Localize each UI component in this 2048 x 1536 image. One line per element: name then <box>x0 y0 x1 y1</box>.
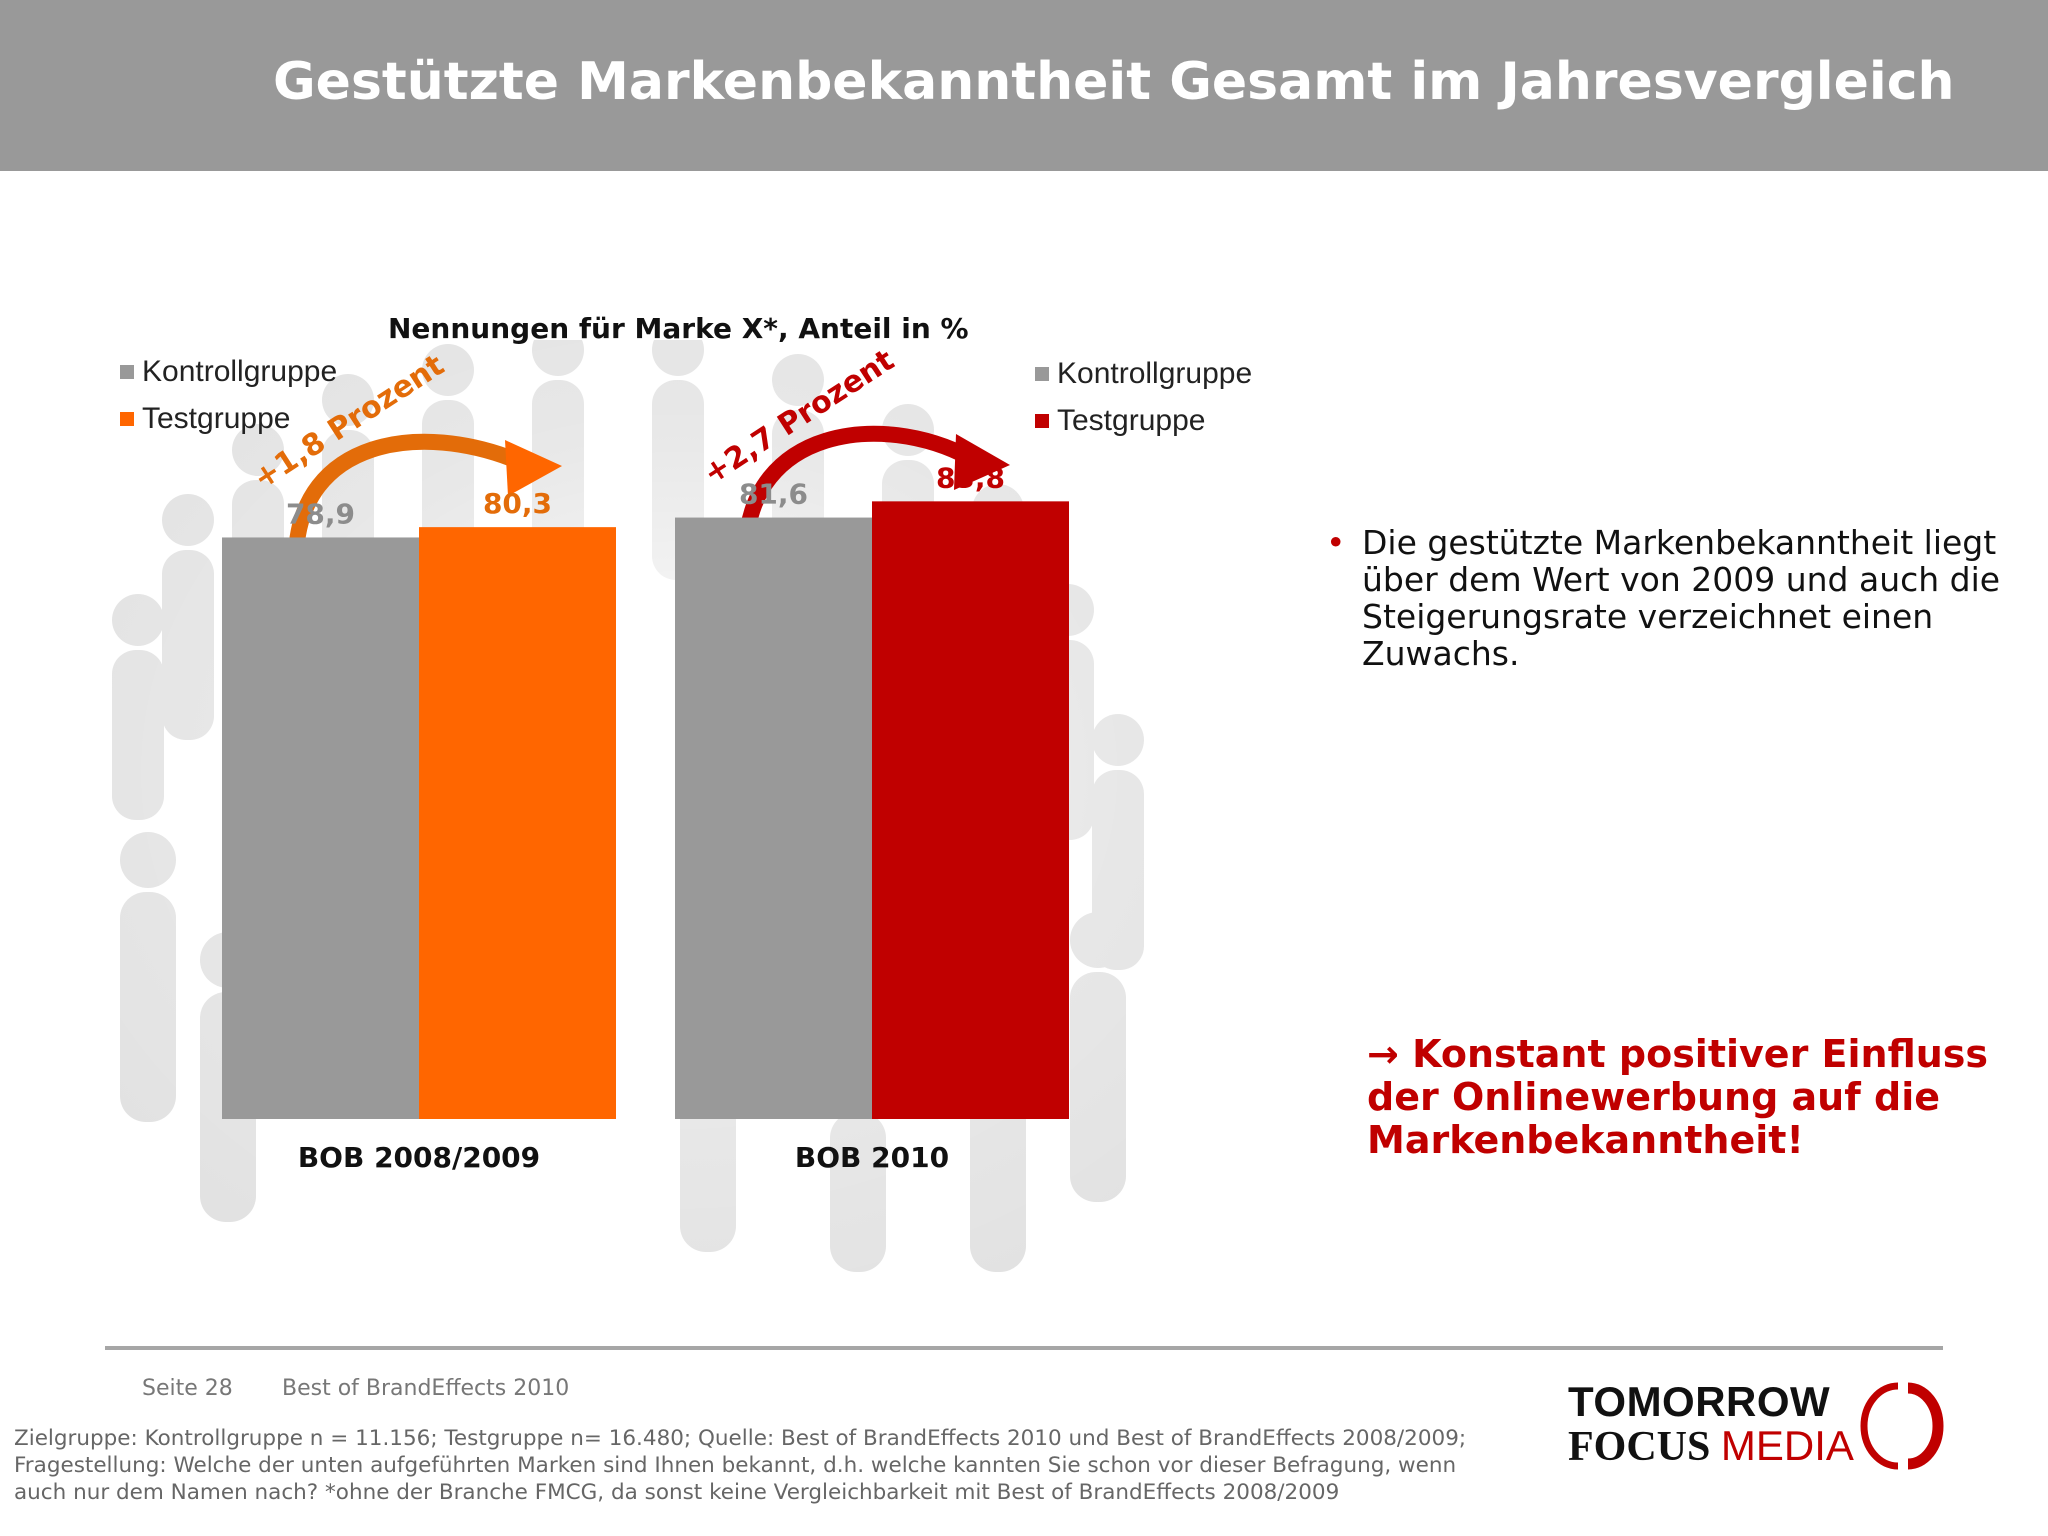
legend-item-kontrollgruppe: Kontrollgruppe <box>1035 350 1252 397</box>
legend-item-kontrollgruppe: Kontrollgruppe <box>120 348 337 395</box>
footer-source: Best of BrandEffects 2010 <box>282 1376 570 1401</box>
legend-swatch-grey <box>120 364 134 379</box>
increase-arrow-orange <box>288 433 562 563</box>
conclusion-text: → Konstant positiver Einfluss der Online… <box>1367 1032 1989 1162</box>
bar-1-testgruppe <box>419 527 616 1119</box>
category-label: BOB 2008/2009 <box>298 1141 540 1174</box>
legend-swatch-grey <box>1035 366 1049 381</box>
bullet-text: Die gestützte Markenbekanntheit liegt üb… <box>1362 523 2001 673</box>
title-bar: Gestützte Markenbekanntheit Gesamt im Ja… <box>0 0 2048 171</box>
bar-2-testgruppe <box>872 501 1069 1119</box>
legend-item-testgruppe: Testgruppe <box>120 395 337 442</box>
category-label: BOB 2010 <box>795 1141 949 1174</box>
company-logo: TOMORROW FOCUS MEDIA <box>1568 1378 1944 1471</box>
legend-label: Testgruppe <box>142 401 291 435</box>
logo-line-1: TOMORROW <box>1568 1378 1831 1425</box>
logo-line-2: FOCUS MEDIA <box>1568 1422 1854 1471</box>
data-label: 83,8 <box>936 461 1005 494</box>
chart-title: Nennungen für Marke X*, Anteil in % <box>388 312 969 345</box>
bullet-point: • Die gestützte Markenbekanntheit liegt … <box>1326 523 2002 673</box>
bar-1-kontrollgruppe <box>222 537 419 1119</box>
logo-media: MEDIA <box>1720 1422 1854 1469</box>
bullet-marker: • <box>1326 523 1346 562</box>
annotation-group-1: +1,8 Prozent <box>247 348 450 497</box>
legend-label: Kontrollgruppe <box>142 354 338 388</box>
data-label: 78,9 <box>286 497 355 530</box>
legend-swatch-red <box>1035 413 1049 428</box>
legend-label: Kontrollgruppe <box>1057 356 1253 390</box>
legend-item-testgruppe: Testgruppe <box>1035 397 1252 444</box>
page-number: Seite 28 <box>142 1376 233 1401</box>
page-title: Gestützte Markenbekanntheit Gesamt im Ja… <box>273 52 1955 112</box>
bar-2-kontrollgruppe <box>675 517 872 1119</box>
footnote: Zielgruppe: Kontrollgruppe n = 11.156; T… <box>14 1426 1467 1505</box>
legend-label: Testgruppe <box>1057 403 1206 437</box>
logo-focus: FOCUS <box>1568 1424 1711 1470</box>
annotation-group-2: +2,7 Prozent <box>697 343 900 492</box>
increase-arrow-red <box>738 425 1010 556</box>
legend-swatch-orange <box>120 411 134 426</box>
data-label: 81,6 <box>739 478 808 511</box>
bar-chart: +1,8 Prozent +2,7 Prozent 78,9 80,3 BOB 20… <box>222 343 1069 1174</box>
legend-group-1: Kontrollgruppe Testgruppe <box>120 348 337 442</box>
logo-ring-icon <box>1860 1382 1944 1470</box>
footer-divider <box>105 1346 1943 1350</box>
data-label: 80,3 <box>483 487 552 520</box>
legend-group-2: Kontrollgruppe Testgruppe <box>1035 350 1252 444</box>
